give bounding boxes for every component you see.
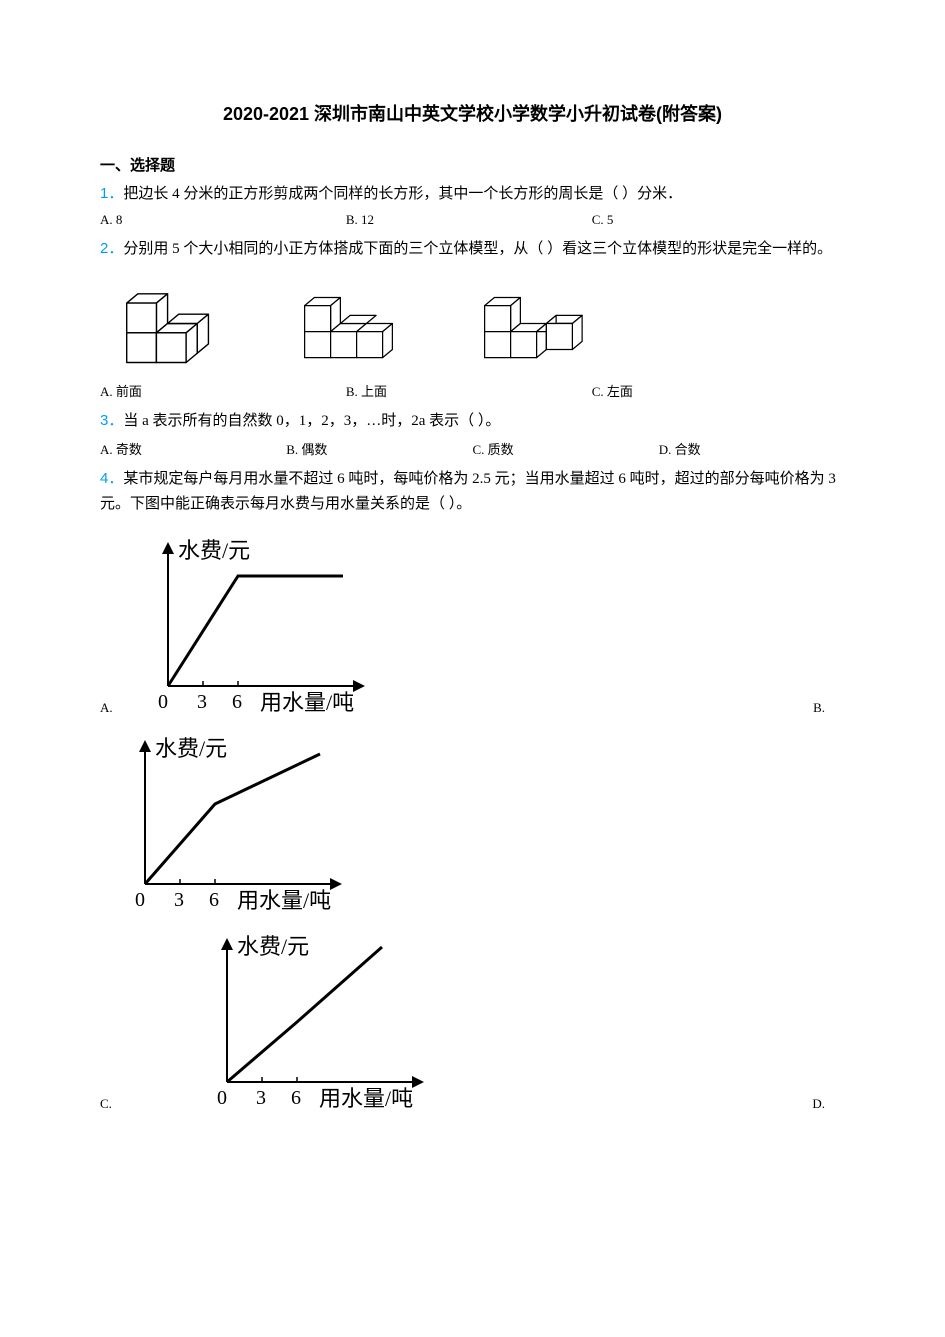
q1-text: 把边长 4 分米的正方形剪成两个同样的长方形，其中一个长方形的周长是（ ）分米． [123, 186, 682, 202]
section-header: 一、选择题 [100, 154, 845, 175]
svg-text:3: 3 [174, 889, 184, 911]
q4-letterD: D. [812, 1096, 845, 1112]
svg-text:6: 6 [291, 1087, 301, 1109]
q1-number: 1． [100, 185, 123, 202]
q4-letterB: B. [813, 700, 845, 716]
q2-optB: B. 上面 [346, 381, 592, 400]
page-title: 2020-2021 深圳市南山中英文学校小学数学小升初试卷(附答案) [100, 100, 845, 126]
q3-text: 当 a 表示所有的自然数 0，1，2，3，…时，2a 表示（ ）。 [123, 413, 500, 429]
chart-B-block: 水费/元用水量/吨 0 3 6 [100, 724, 845, 914]
svg-text:水费/元: 水费/元 [155, 736, 227, 761]
q3-number: 3． [100, 412, 123, 429]
q1-optB: B. 12 [346, 212, 592, 228]
svg-text:水费/元: 水费/元 [178, 538, 250, 563]
cube-figure-1 [110, 276, 240, 371]
q1-optA: A. 8 [100, 212, 346, 228]
question-2: 2．分别用 5 个大小相同的小正方体搭成下面的三个立体模型，从（ ）看这三个立体… [100, 236, 845, 263]
question-1: 1．把边长 4 分米的正方形剪成两个同样的长方形，其中一个长方形的周长是（ ）分… [100, 181, 845, 208]
chart-C-block: C. 水费/元用水量/吨 0 3 6 D. [100, 922, 845, 1112]
q1-options: A. 8 B. 12 C. 5 [100, 212, 845, 228]
q4-letterA: A. [100, 700, 113, 716]
svg-text:水费/元: 水费/元 [237, 934, 309, 959]
q3-optD: D. 合数 [659, 439, 845, 458]
chart-A: 水费/元用水量/吨 0 3 6 [123, 526, 403, 716]
q2-options: A. 前面 B. 上面 C. 左面 [100, 381, 845, 400]
svg-text:用水量/吨: 用水量/吨 [319, 1086, 413, 1111]
cube-figures-row [110, 276, 845, 371]
svg-text:6: 6 [232, 691, 242, 713]
q4-letterC: C. [100, 1096, 112, 1112]
q3-optC: C. 质数 [473, 439, 659, 458]
q1-optC: C. 5 [592, 212, 838, 228]
q3-options: A. 奇数 B. 偶数 C. 质数 D. 合数 [100, 439, 845, 458]
q2-optC: C. 左面 [592, 381, 838, 400]
chart-A-block: A. 水费/元用水量/吨 0 3 6 B. [100, 526, 845, 716]
svg-text:0: 0 [135, 889, 145, 911]
q2-optA: A. 前面 [100, 381, 346, 400]
svg-text:0: 0 [217, 1087, 227, 1109]
svg-text:3: 3 [256, 1087, 266, 1109]
q3-optA: A. 奇数 [100, 439, 286, 458]
cube-figure-3 [470, 276, 600, 371]
cube-figure-2 [290, 276, 420, 371]
q3-optB: B. 偶数 [286, 439, 472, 458]
svg-text:6: 6 [209, 889, 219, 911]
question-4: 4．某市规定每户每月用水量不超过 6 吨时，每吨价格为 2.5 元；当用水量超过… [100, 466, 845, 518]
svg-text:0: 0 [158, 691, 168, 713]
chart-B: 水费/元用水量/吨 0 3 6 [100, 724, 380, 914]
svg-text:用水量/吨: 用水量/吨 [237, 888, 331, 913]
q2-text: 分别用 5 个大小相同的小正方体搭成下面的三个立体模型，从（ ）看这三个立体模型… [123, 241, 832, 257]
q4-number: 4． [100, 470, 123, 487]
svg-text:3: 3 [197, 691, 207, 713]
question-3: 3．当 a 表示所有的自然数 0，1，2，3，…时，2a 表示（ ）。 [100, 408, 845, 435]
svg-text:用水量/吨: 用水量/吨 [260, 690, 354, 715]
chart-C: 水费/元用水量/吨 0 3 6 [182, 922, 462, 1112]
q2-number: 2． [100, 240, 123, 257]
q4-text: 某市规定每户每月用水量不超过 6 吨时，每吨价格为 2.5 元；当用水量超过 6… [100, 471, 836, 513]
